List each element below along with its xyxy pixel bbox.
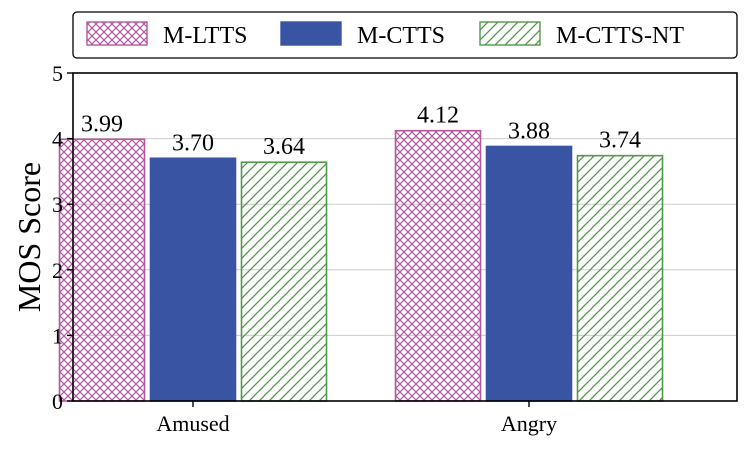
data-label: 3.64 bbox=[263, 134, 305, 160]
y-tick-label: 4 bbox=[52, 127, 63, 152]
bar-m-ctts-angry bbox=[485, 145, 573, 402]
y-tick-label: 5 bbox=[52, 61, 63, 86]
legend-label: M-CTTS-NT bbox=[556, 23, 684, 49]
bar-m-ctts-nt-angry bbox=[576, 154, 664, 402]
data-labels: 3.99 3.70 3.64 4.12 3.88 3.74 bbox=[81, 103, 641, 160]
legend-swatch-m-ctts-nt bbox=[479, 21, 541, 46]
legend-swatch-m-ltts bbox=[86, 21, 148, 46]
bar-m-ctts-amused bbox=[149, 157, 237, 402]
y-tick-label: 3 bbox=[52, 192, 63, 217]
data-label: 4.12 bbox=[417, 103, 459, 129]
axes: 0 1 2 3 4 5 Amused Angry bbox=[52, 61, 557, 436]
y-axis-label: MOS Score bbox=[11, 162, 47, 312]
legend-box bbox=[72, 11, 738, 59]
legend: M-LTTS M-CTTS M-CTTS-NT bbox=[72, 11, 738, 59]
y-tick-label: 0 bbox=[52, 389, 63, 414]
data-label: 3.74 bbox=[599, 128, 641, 154]
legend-swatch-m-ctts bbox=[280, 21, 342, 46]
bars bbox=[58, 129, 664, 402]
legend-label: M-LTTS bbox=[163, 23, 247, 49]
legend-label: M-CTTS bbox=[357, 23, 445, 49]
y-tick-label: 2 bbox=[52, 258, 63, 283]
data-label: 3.99 bbox=[81, 111, 123, 137]
data-label: 3.88 bbox=[508, 118, 550, 144]
plot-frame bbox=[72, 72, 738, 402]
data-label: 3.70 bbox=[172, 130, 214, 156]
bar-m-ctts-nt-amused bbox=[240, 161, 328, 402]
x-tick-label: Angry bbox=[501, 411, 557, 436]
bar-m-ltts-angry bbox=[394, 129, 482, 402]
x-tick-label: Amused bbox=[156, 411, 229, 436]
y-tick-label: 1 bbox=[52, 323, 63, 348]
